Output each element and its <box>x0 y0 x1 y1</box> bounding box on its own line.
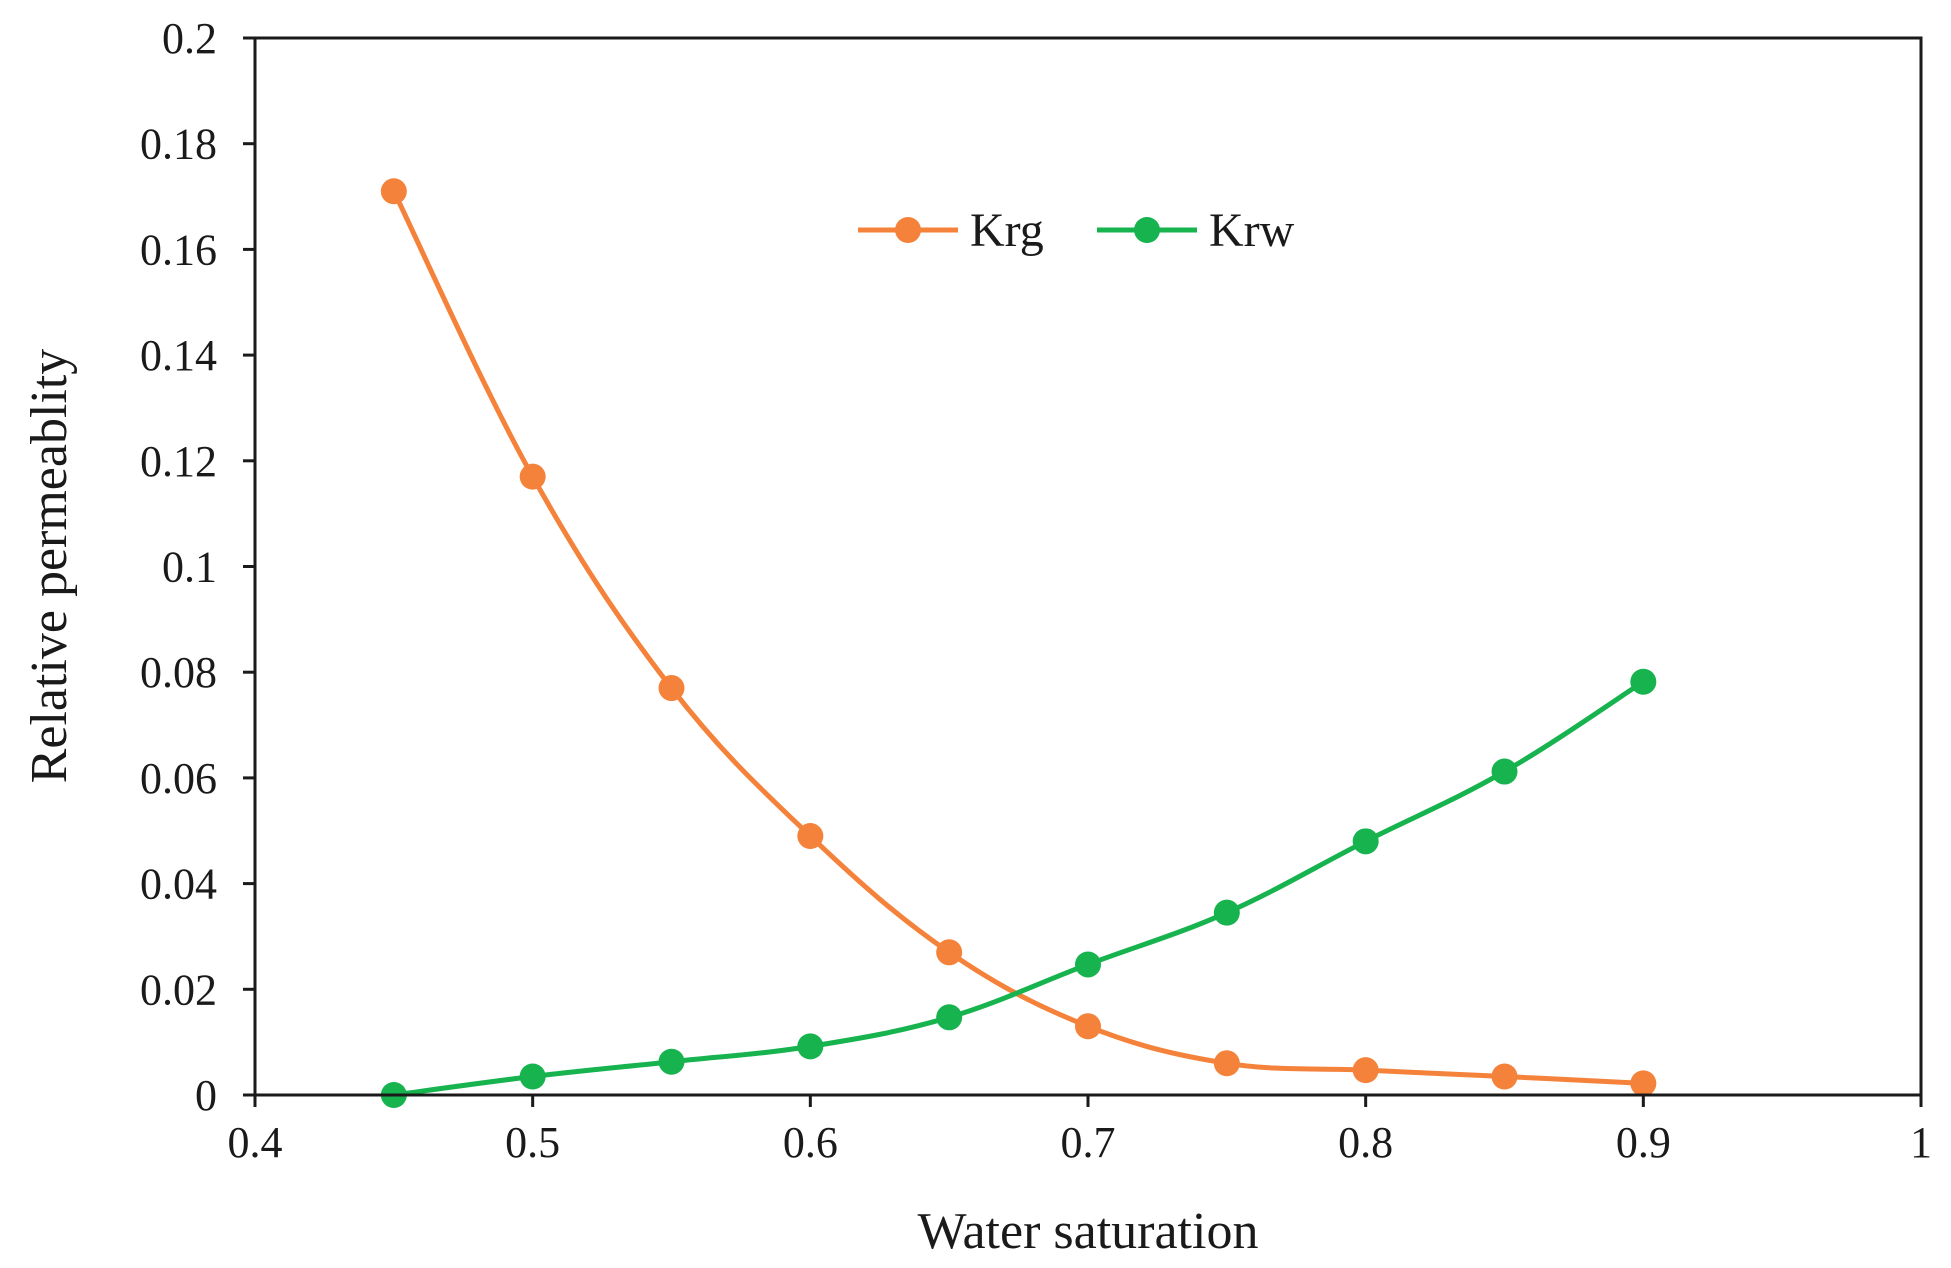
y-tick-label: 0.14 <box>140 331 217 380</box>
data-point-krg <box>1075 1013 1101 1040</box>
data-point-krg <box>1213 1050 1240 1077</box>
data-point-krw <box>1213 899 1240 926</box>
y-tick-label: 0.16 <box>140 225 217 274</box>
x-tick-label: 0.9 <box>1616 1118 1671 1167</box>
data-point-krw <box>1352 828 1379 855</box>
legend-label-krg: Krg <box>970 204 1044 257</box>
data-point-krg <box>1491 1063 1518 1090</box>
x-tick-label: 0.7 <box>1061 1118 1116 1167</box>
data-point-krg <box>658 675 685 702</box>
series-layer <box>380 178 1657 1108</box>
data-point-krw <box>519 1063 546 1090</box>
data-point-krw <box>1630 668 1657 695</box>
data-point-krg <box>380 178 407 205</box>
data-point-krg <box>936 939 963 966</box>
legend: Krg Krw <box>858 204 1295 257</box>
series-line-krw <box>391 679 1646 1098</box>
data-point-krw <box>936 1004 963 1031</box>
data-point-krw <box>797 1033 824 1060</box>
legend-marker-krw <box>1134 217 1160 243</box>
y-tick-label: 0.06 <box>140 754 217 803</box>
data-point-krg <box>1630 1070 1657 1097</box>
data-point-krg <box>519 463 546 490</box>
x-tick-label: 0.5 <box>505 1118 560 1167</box>
y-tick-label: 0.18 <box>140 120 217 169</box>
legend-label-krw: Krw <box>1209 204 1295 257</box>
y-axis-title: Relative permeablity <box>21 349 78 784</box>
x-tick-label: 1 <box>1910 1118 1932 1167</box>
x-axis: 0.4 0.5 0.6 0.7 0.8 0.9 1 <box>228 1095 1932 1167</box>
legend-marker-krg <box>895 217 921 243</box>
y-tick-label: 0 <box>195 1071 217 1120</box>
y-tick-label: 0.04 <box>140 860 217 909</box>
x-axis-title: Water saturation <box>918 1203 1259 1260</box>
y-tick-label: 0.1 <box>162 543 217 592</box>
data-point-krw <box>1075 951 1101 978</box>
y-tick-label: 0.12 <box>140 437 217 486</box>
x-tick-label: 0.6 <box>783 1118 838 1167</box>
y-tick-label: 0.02 <box>140 965 217 1014</box>
data-point-krg <box>1352 1057 1379 1084</box>
data-point-krg <box>797 823 824 850</box>
data-point-krw <box>1491 758 1518 785</box>
x-tick-label: 0.4 <box>228 1118 283 1167</box>
y-axis: 0 0.02 0.04 0.06 0.08 0.1 0.12 0.14 0.16 0.18 0.2 <box>140 14 255 1120</box>
x-tick-label: 0.8 <box>1338 1118 1393 1167</box>
y-tick-label: 0.2 <box>162 14 217 63</box>
data-point-krw <box>658 1048 685 1075</box>
y-tick-label: 0.08 <box>140 648 217 697</box>
